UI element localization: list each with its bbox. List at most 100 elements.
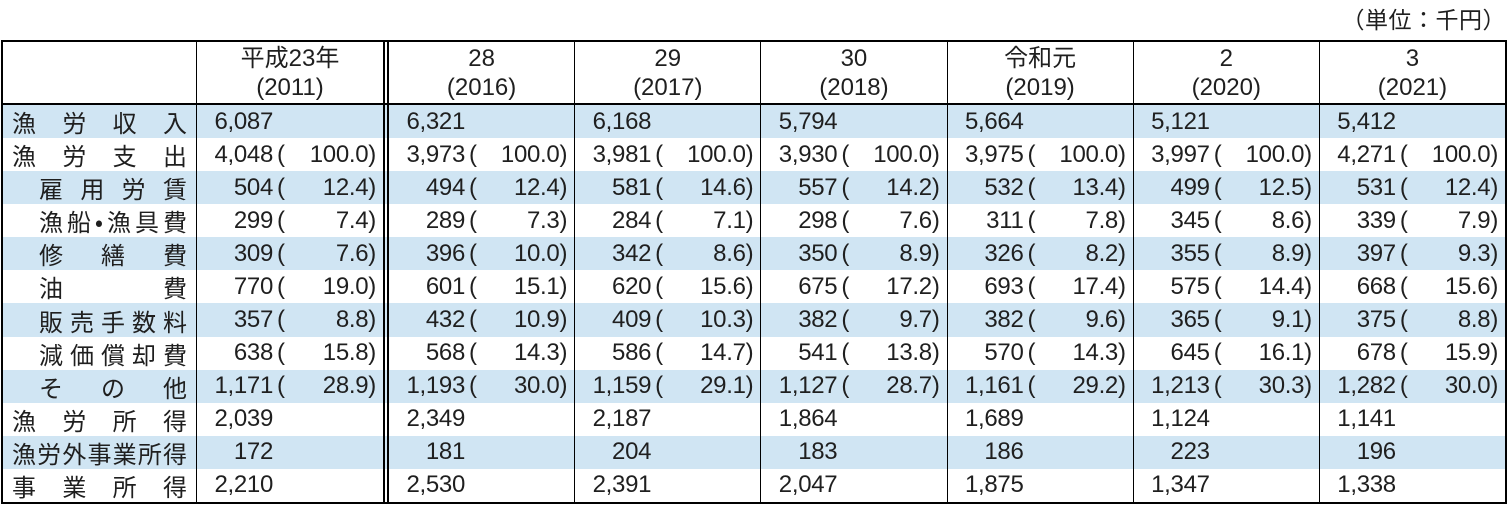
value-percent: 14.4 — [1258, 272, 1305, 300]
value-cell: 1,282(30.0) — [1320, 370, 1505, 403]
value-amount: 355 — [1170, 239, 1210, 267]
value-percent: 10.0 — [513, 239, 560, 267]
value-cell: 1,171(28.9) — [197, 369, 389, 403]
close-paren: ) — [1304, 140, 1312, 168]
close-paren: ) — [1490, 372, 1499, 400]
value-amount: 620 — [612, 272, 652, 300]
value-cell: 4,271(100.0) — [1320, 138, 1505, 171]
close-paren: ) — [931, 272, 940, 300]
value-percent: 8.8 — [335, 306, 369, 333]
value-percent: 17.4 — [1072, 272, 1118, 300]
close-paren: ) — [368, 272, 376, 300]
row-label: 油費 — [39, 276, 187, 304]
close-paren: ) — [1304, 306, 1312, 333]
column-era: 令和元 — [1004, 44, 1077, 72]
value-cell: 5,664 — [948, 105, 1134, 139]
value-percent-group: (8.8) — [277, 306, 376, 334]
value-amount: 3,975 — [964, 140, 1024, 168]
value-cell: 1,193(30.0) — [389, 369, 576, 403]
value-cell: 342(8.6) — [575, 237, 762, 271]
value-cell: 375(8.8) — [1320, 303, 1505, 336]
value-percent: 30.0 — [1444, 372, 1491, 400]
row-label-cell: 販売手数料 — [3, 303, 197, 337]
corner-cell — [3, 42, 197, 103]
value-percent-group: (14.7) — [655, 339, 753, 367]
value-amount: 499 — [1170, 173, 1210, 201]
value-amount: 1,213 — [1151, 372, 1210, 400]
value-amount: 2,349 — [406, 405, 465, 433]
value-percent-group: (13.8) — [841, 339, 939, 367]
open-paren: ( — [841, 306, 850, 333]
open-paren: ( — [841, 372, 850, 400]
value-percent-group: (28.9) — [277, 372, 376, 400]
close-paren: ) — [1304, 272, 1312, 300]
value-percent: 12.5 — [1258, 173, 1305, 201]
open-paren: ( — [1027, 140, 1036, 168]
value-percent: 100.0 — [1431, 140, 1491, 168]
table-row: その他 1,171(28.9) 1,193(30.0) 1,159(29.1) 1,12… — [3, 369, 1505, 403]
close-paren: ) — [559, 272, 568, 300]
value-percent-group: (7.6) — [277, 240, 376, 268]
value-cell: 1,124 — [1134, 402, 1320, 436]
value-percent-group: (10.0) — [469, 240, 567, 268]
row-label-cell: 漁労収入 — [3, 105, 197, 139]
close-paren: ) — [559, 173, 568, 201]
close-paren: ) — [559, 206, 568, 234]
value-percent: 100.0 — [1245, 140, 1305, 168]
value-amount: 299 — [233, 206, 273, 234]
value-amount: 6,087 — [214, 107, 273, 135]
value-amount: 3,973 — [406, 140, 465, 168]
value-percent-group: (7.4) — [277, 207, 376, 235]
value-cell: 2,530 — [389, 468, 576, 502]
open-paren: ( — [277, 272, 285, 300]
row-label: 漁労所得 — [12, 408, 187, 436]
column-header-2020: 2 (2020) — [1134, 42, 1320, 103]
value-cell: 1,347 — [1134, 468, 1320, 502]
value-amount: 4,048 — [214, 140, 273, 168]
value-percent: 19.0 — [322, 272, 369, 300]
table-row: 修繕費 309(7.6) 396(10.0) 342(8.6) 350(8.9) 326(… — [3, 237, 1505, 271]
value-cell: 570(14.3) — [948, 336, 1134, 370]
value-cell: 678(15.9) — [1320, 337, 1505, 370]
open-paren: ( — [1027, 306, 1036, 333]
value-percent-group: (30.0) — [1400, 372, 1498, 400]
open-paren: ( — [841, 339, 850, 367]
value-percent-group: (15.1) — [469, 273, 567, 301]
value-cell: 531(12.4) — [1320, 171, 1505, 204]
row-label-cell: 減価償却費 — [3, 336, 197, 370]
close-paren: ) — [1117, 339, 1126, 367]
value-percent-group: (14.6) — [655, 174, 753, 202]
value-percent: 12.4 — [513, 173, 560, 201]
table-row: 事業所得 2,210 2,530 2,391 2,047 1,875 1,347 1,338 — [3, 468, 1505, 502]
close-paren: ) — [745, 272, 754, 300]
value-cell: 311(7.8) — [948, 204, 1134, 238]
value-percent: 8.6 — [713, 239, 746, 267]
close-paren: ) — [1304, 372, 1312, 400]
value-cell: 183 — [761, 435, 948, 469]
close-paren: ) — [745, 339, 754, 367]
value-amount: 342 — [612, 239, 652, 267]
value-cell: 309(7.6) — [197, 237, 389, 271]
column-year: (2021) — [1377, 73, 1448, 101]
value-percent: 14.3 — [1072, 339, 1118, 367]
open-paren: ( — [1213, 339, 1222, 367]
value-percent: 9.7 — [899, 306, 932, 333]
value-cell: 557(14.2) — [761, 171, 948, 205]
column-header-2018: 30 (2018) — [761, 42, 948, 103]
close-paren: ) — [1304, 339, 1312, 367]
value-cell: 355(8.9) — [1134, 237, 1320, 271]
close-paren: ) — [1117, 272, 1126, 300]
value-percent: 10.9 — [513, 306, 560, 333]
value-cell: 638(15.8) — [197, 336, 389, 370]
value-amount: 345 — [1170, 206, 1210, 234]
close-paren: ) — [368, 372, 376, 400]
open-paren: ( — [277, 239, 285, 267]
close-paren: ) — [559, 372, 568, 400]
value-amount: 532 — [984, 173, 1024, 201]
row-label-cell: その他 — [3, 369, 197, 403]
value-amount: 196 — [1356, 438, 1396, 466]
value-percent-group: (7.8) — [1028, 207, 1126, 235]
value-percent-group: (9.3) — [1400, 240, 1498, 268]
close-paren: ) — [745, 206, 754, 234]
value-percent-group: (15.9) — [1400, 339, 1498, 367]
